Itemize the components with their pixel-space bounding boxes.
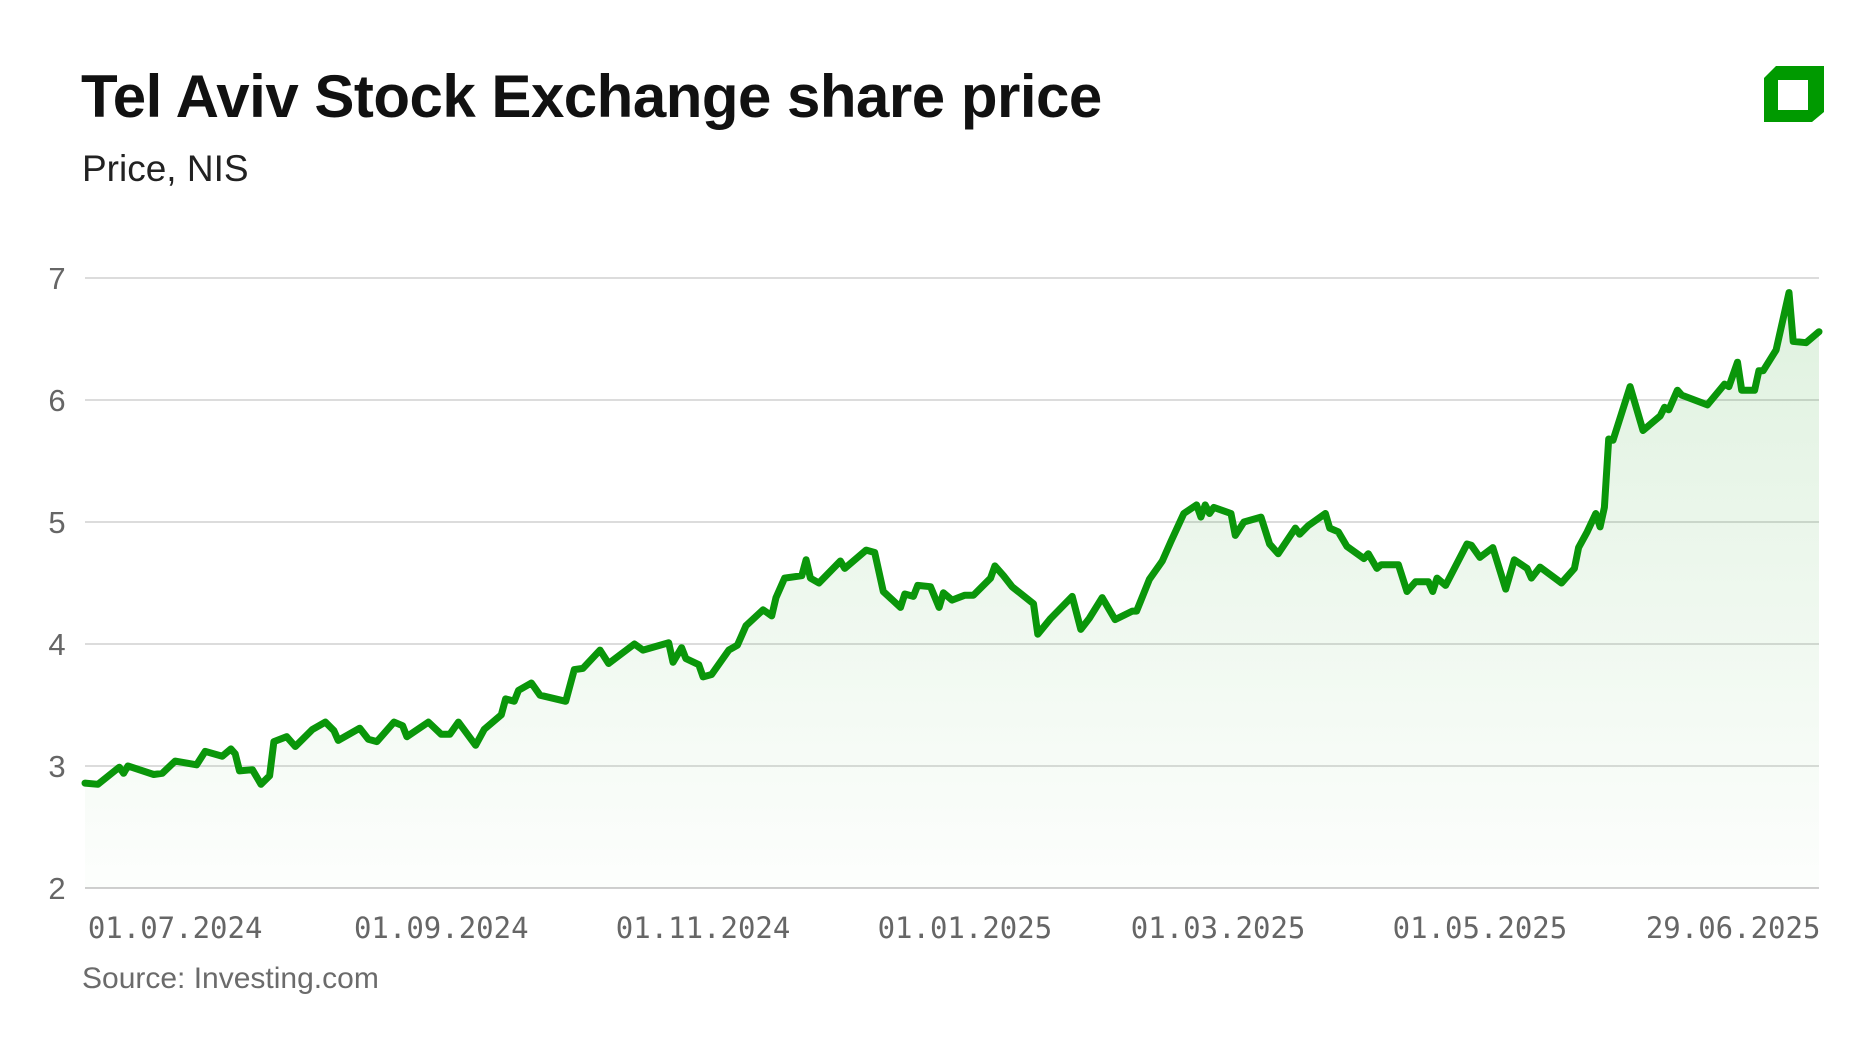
x-tick-label: 01.01.2025 [878,911,1053,945]
y-tick-label: 4 [48,627,65,662]
source-note: Source: Investing.com [82,962,379,995]
x-tick-label: 01.05.2025 [1393,911,1568,945]
y-tick-label: 7 [48,261,65,296]
x-tick-label: 29.06.2025 [1646,911,1821,945]
y-tick-label: 2 [48,871,65,906]
green-square-logo-icon [1764,66,1824,122]
y-tick-label: 5 [48,505,65,540]
chart-subtitle: Price, NIS [82,148,249,189]
x-tick-label: 01.09.2024 [354,911,529,945]
x-tick-label: 01.11.2024 [616,911,791,945]
x-tick-label: 01.03.2025 [1131,911,1306,945]
price-line [81,289,1823,788]
y-tick-label: 6 [48,383,65,418]
y-axis: 2 3 4 5 6 7 [48,261,65,906]
y-tick-label: 3 [48,749,65,784]
chart-title: Tel Aviv Stock Exchange share price [81,63,1102,130]
price-area [85,292,1819,889]
x-tick-label: 01.07.2024 [88,911,263,945]
x-axis: 01.07.2024 01.09.2024 01.11.2024 01.01.2025… [88,911,1821,945]
